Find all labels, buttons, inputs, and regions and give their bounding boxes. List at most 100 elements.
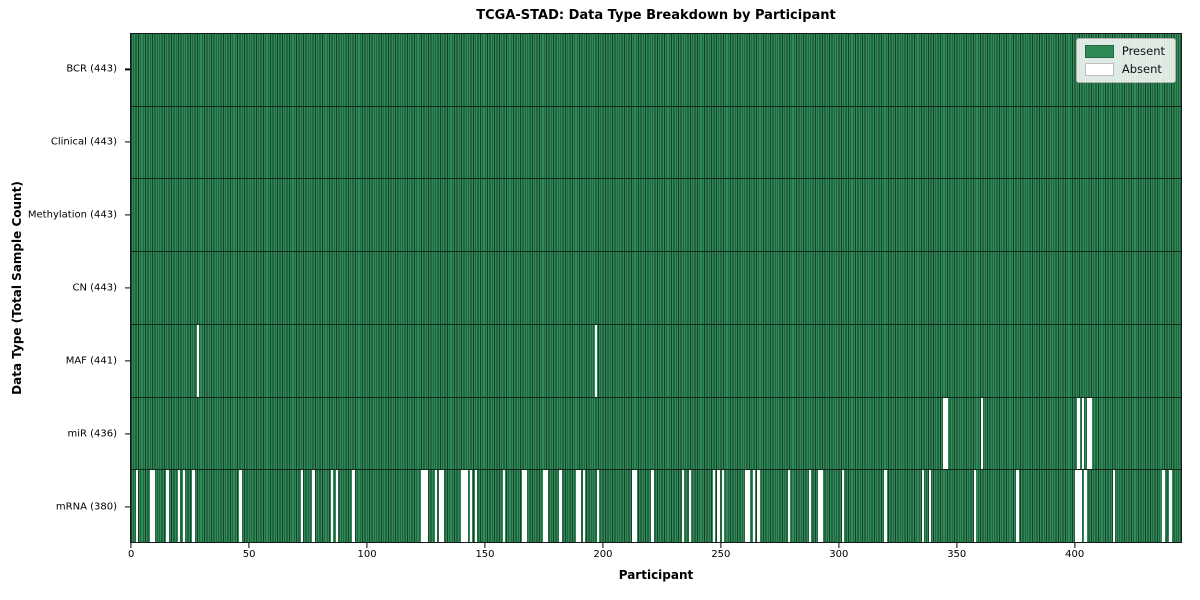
absent-mark — [929, 470, 932, 543]
y-tick-mark — [125, 68, 130, 71]
x-tick-mark — [366, 543, 368, 548]
absent-mark — [166, 470, 169, 543]
x-tick-label: 200 — [593, 549, 613, 560]
absent-mark — [884, 470, 887, 543]
row-bcr — [131, 34, 1181, 106]
absent-mark — [312, 470, 315, 543]
rows — [131, 34, 1181, 543]
absent-mark — [559, 470, 562, 543]
legend-entry-present: Present — [1084, 43, 1165, 58]
absent-mark — [980, 397, 984, 470]
absent-mark — [818, 470, 821, 543]
x-tick-label: 0 — [127, 549, 135, 560]
x-tick-mark — [1074, 543, 1076, 548]
absent-mark — [578, 470, 581, 543]
x-tick-label: 100 — [357, 549, 377, 560]
absent-mark — [1089, 397, 1092, 470]
absent-mark — [542, 470, 546, 543]
absent-mark — [545, 470, 548, 543]
absent-mark — [149, 470, 153, 543]
absent-mark — [1079, 470, 1083, 543]
absent-mark — [594, 324, 598, 397]
x-tick-label: 300 — [829, 549, 849, 560]
x-tick-mark — [248, 543, 250, 548]
row-methylation — [131, 178, 1181, 252]
legend-entry-absent: Absent — [1084, 63, 1165, 76]
legend-label-present: Present — [1121, 43, 1165, 58]
absent-mark — [152, 470, 155, 543]
row-cn — [131, 251, 1181, 324]
absent-mark — [597, 470, 600, 543]
absent-mark — [1162, 470, 1165, 543]
absent-mark — [1077, 470, 1080, 543]
absent-mark — [681, 470, 685, 543]
absent-mark — [196, 324, 200, 397]
absent-mark — [462, 470, 466, 543]
absent-mark — [841, 470, 845, 543]
row-mir — [131, 396, 1181, 470]
absent-mark — [524, 470, 527, 543]
row-clinical — [131, 105, 1181, 179]
absent-mark — [820, 470, 824, 543]
absent-mark — [239, 470, 242, 543]
absent-mark — [787, 470, 791, 543]
absent-mark — [335, 470, 339, 543]
x-tick-label: 400 — [1065, 549, 1085, 560]
absent-mark — [434, 470, 438, 543]
legend-swatch-absent — [1084, 63, 1114, 76]
x-tick-mark — [956, 543, 958, 548]
absent-mark — [688, 470, 692, 543]
absent-mark — [945, 397, 948, 470]
legend: Present Absent — [1075, 38, 1176, 83]
absent-mark — [717, 470, 720, 543]
chart-title: TCGA-STAD: Data Type Breakdown by Partic… — [476, 8, 836, 23]
absent-mark — [809, 470, 812, 543]
y-axis-tick-labels: BCR (443) Clinical (443) Methylation (443)… — [0, 33, 124, 543]
y-tick-mark — [125, 214, 130, 216]
absent-mark — [441, 470, 445, 543]
absent-mark — [583, 470, 586, 543]
absent-mark — [460, 470, 463, 543]
plot-area: Present Absent — [130, 33, 1182, 543]
x-tick-mark — [838, 543, 840, 548]
absent-mark — [135, 470, 139, 543]
absent-mark — [474, 470, 478, 543]
x-axis-tick-marks — [130, 543, 1182, 548]
y-tick-mark — [125, 360, 130, 362]
absent-mark — [1084, 470, 1087, 543]
absent-mark — [745, 470, 748, 543]
absent-mark — [502, 470, 506, 543]
absent-mark — [300, 470, 303, 543]
legend-swatch-present — [1084, 45, 1114, 58]
y-tick-mark — [125, 141, 130, 143]
y-tick-label: MAF (441) — [65, 355, 117, 367]
absent-mark — [465, 470, 468, 543]
row-maf — [131, 323, 1181, 397]
absent-mark — [178, 470, 181, 543]
absent-mark — [422, 470, 426, 543]
absent-mark — [1077, 397, 1080, 470]
y-tick-mark — [125, 433, 130, 435]
absent-mark — [1169, 470, 1172, 543]
absent-mark — [721, 470, 725, 543]
absent-mark — [712, 470, 715, 543]
absent-mark — [757, 470, 760, 543]
absent-mark — [747, 470, 751, 543]
y-tick-label: BCR (443) — [66, 63, 117, 75]
x-axis-title: Participant — [618, 568, 694, 582]
y-tick-label: miR (436) — [67, 428, 117, 440]
y-tick-label: CN (443) — [72, 282, 117, 294]
x-tick-label: 250 — [711, 549, 731, 560]
absent-mark — [922, 470, 925, 543]
absent-mark — [634, 470, 638, 543]
absent-mark — [1082, 397, 1085, 470]
absent-mark — [470, 470, 473, 543]
y-tick-mark — [125, 505, 130, 508]
absent-mark — [439, 470, 442, 543]
x-tick-mark — [484, 543, 486, 548]
x-tick-label: 50 — [242, 549, 256, 560]
x-tick-mark — [602, 543, 604, 548]
absent-mark — [521, 470, 525, 543]
absent-mark — [1075, 470, 1078, 543]
